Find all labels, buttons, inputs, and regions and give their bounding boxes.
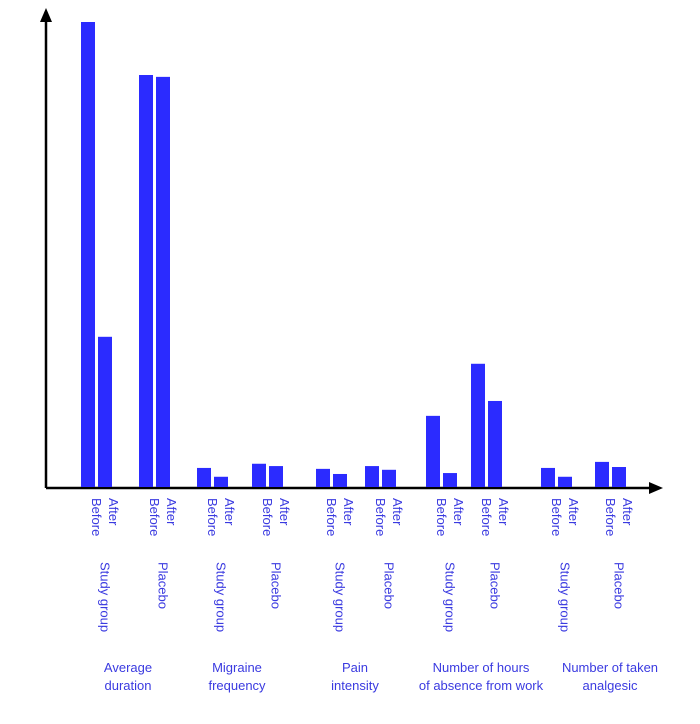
bar-tick-label: After bbox=[222, 498, 237, 526]
bar-2-1-1 bbox=[382, 469, 396, 487]
bar-1-1-1 bbox=[269, 466, 283, 487]
group-label: duration bbox=[105, 678, 152, 693]
bar-tick-label: Before bbox=[205, 498, 220, 536]
group-label: Average bbox=[104, 660, 152, 675]
bar-3-1-1 bbox=[488, 400, 502, 487]
subgroup-label: Study group bbox=[214, 562, 229, 632]
bar-2-1-0 bbox=[365, 466, 379, 487]
bar-4-1-1 bbox=[612, 467, 626, 487]
bar-1-1-0 bbox=[252, 463, 266, 487]
group-label: Number of hours bbox=[433, 660, 530, 675]
y-axis-arrow-icon bbox=[40, 8, 52, 22]
group-label: intensity bbox=[331, 678, 379, 693]
x-axis-arrow-icon bbox=[649, 482, 663, 494]
subgroup-label: Placebo bbox=[612, 562, 627, 609]
group-label: analgesic bbox=[583, 678, 638, 693]
bar-0-0-0 bbox=[81, 22, 95, 487]
bar-tick-label: After bbox=[620, 498, 635, 526]
bar-tick-label: Before bbox=[147, 498, 162, 536]
bar-2-0-1 bbox=[333, 473, 347, 487]
bar-tick-label: After bbox=[106, 498, 121, 526]
bar-4-0-0 bbox=[541, 467, 555, 487]
bar-3-0-0 bbox=[426, 415, 440, 487]
bar-2-0-0 bbox=[316, 468, 330, 487]
bar-tick-label: Before bbox=[324, 498, 339, 536]
bar-tick-label: After bbox=[566, 498, 581, 526]
subgroup-label: Study group bbox=[558, 562, 573, 632]
bar-1-0-1 bbox=[214, 476, 228, 487]
subgroup-label: Placebo bbox=[382, 562, 397, 609]
subgroup-label: Study group bbox=[443, 562, 458, 632]
bar-0-1-1 bbox=[156, 76, 170, 488]
bar-0-0-1 bbox=[98, 336, 112, 487]
group-label: Pain bbox=[342, 660, 368, 675]
bar-tick-label: After bbox=[496, 498, 511, 526]
group-label: of absence from work bbox=[419, 678, 544, 693]
bar-tick-label: Before bbox=[373, 498, 388, 536]
subgroup-label: Placebo bbox=[156, 562, 171, 609]
bar-1-0-0 bbox=[197, 467, 211, 487]
bar-tick-label: Before bbox=[603, 498, 618, 536]
bars-layer bbox=[81, 22, 626, 488]
bar-3-1-0 bbox=[471, 363, 485, 487]
group-label: Migraine bbox=[212, 660, 262, 675]
bar-tick-label: After bbox=[451, 498, 466, 526]
bar-tick-label: After bbox=[164, 498, 179, 526]
bar-tick-label: Before bbox=[434, 498, 449, 536]
bar-tick-label: Before bbox=[479, 498, 494, 536]
bar-tick-label: Before bbox=[89, 498, 104, 536]
bar-4-0-1 bbox=[558, 476, 572, 487]
group-label: Number of taken bbox=[562, 660, 658, 675]
bar-tick-label: Before bbox=[549, 498, 564, 536]
bar-tick-label: After bbox=[341, 498, 356, 526]
bar-4-1-0 bbox=[595, 461, 609, 487]
subgroup-label: Placebo bbox=[488, 562, 503, 609]
bar-tick-label: After bbox=[390, 498, 405, 526]
group-label: frequency bbox=[208, 678, 266, 693]
bar-0-1-0 bbox=[139, 75, 153, 487]
subgroup-label: Study group bbox=[333, 562, 348, 632]
subgroup-label: Placebo bbox=[269, 562, 284, 609]
bar-tick-label: After bbox=[277, 498, 292, 526]
subgroup-label: Study group bbox=[98, 562, 113, 632]
bar-3-0-1 bbox=[443, 473, 457, 487]
bar-tick-label: Before bbox=[260, 498, 275, 536]
